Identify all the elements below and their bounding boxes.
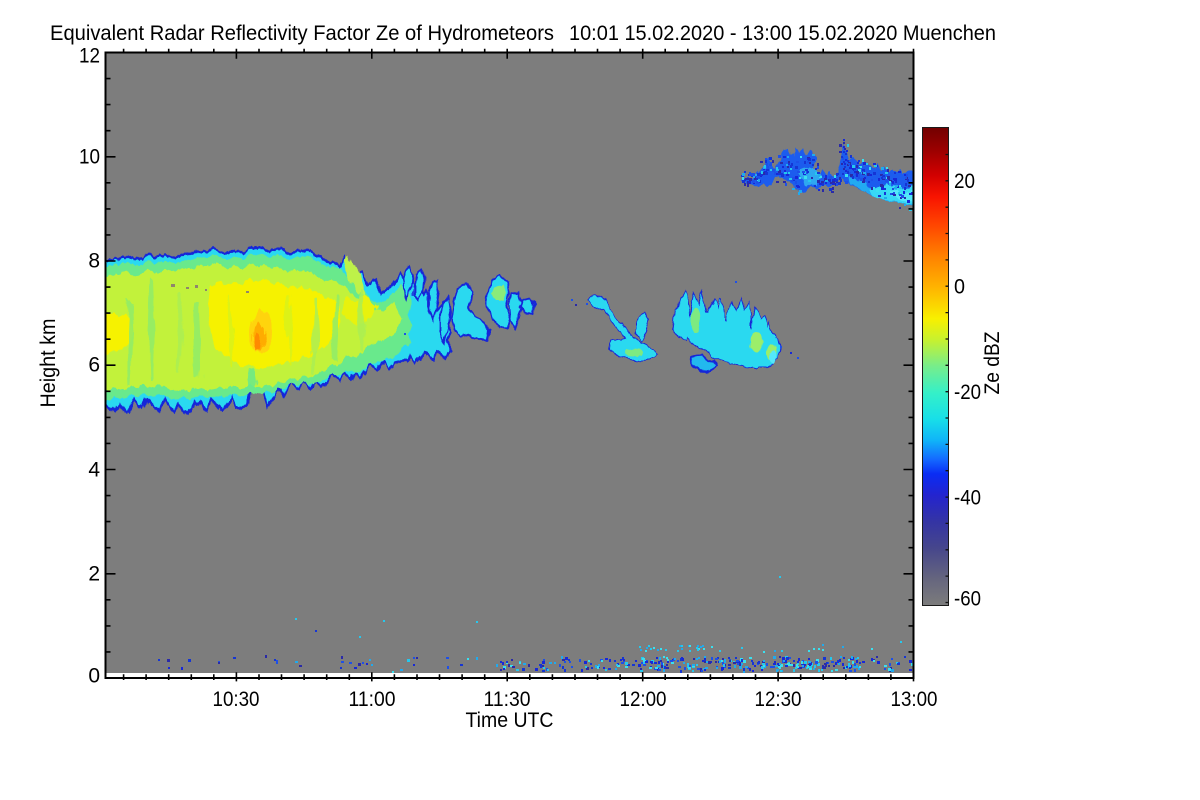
svg-text:12:30: 12:30: [755, 688, 802, 711]
svg-text:6: 6: [88, 354, 100, 377]
svg-text:0: 0: [954, 276, 965, 299]
svg-text:Equivalent Radar Reflectivity: Equivalent Radar Reflectivity Factor Ze …: [50, 22, 554, 45]
svg-text:10:30: 10:30: [213, 688, 260, 711]
svg-text:0: 0: [88, 665, 100, 688]
svg-text:10: 10: [79, 146, 100, 169]
svg-text:13:00: 13:00: [891, 688, 938, 711]
svg-text:-40: -40: [954, 487, 981, 510]
svg-text:11:00: 11:00: [349, 688, 396, 711]
svg-text:2: 2: [88, 563, 100, 586]
svg-text:11:30: 11:30: [484, 688, 531, 711]
svg-text:-20: -20: [954, 381, 981, 404]
svg-text:10:01 15.02.2020 - 13:00 15.02: 10:01 15.02.2020 - 13:00 15.02.2020 Muen…: [569, 22, 996, 45]
svg-text:4: 4: [88, 459, 100, 482]
svg-text:Ze dBZ: Ze dBZ: [981, 331, 1004, 394]
svg-text:Time UTC: Time UTC: [466, 709, 554, 732]
svg-text:8: 8: [88, 250, 100, 273]
svg-text:12: 12: [79, 45, 100, 68]
svg-text:20: 20: [954, 170, 975, 193]
svg-text:-60: -60: [954, 588, 981, 611]
svg-text:Height km: Height km: [37, 319, 60, 408]
svg-text:12:00: 12:00: [620, 688, 667, 711]
